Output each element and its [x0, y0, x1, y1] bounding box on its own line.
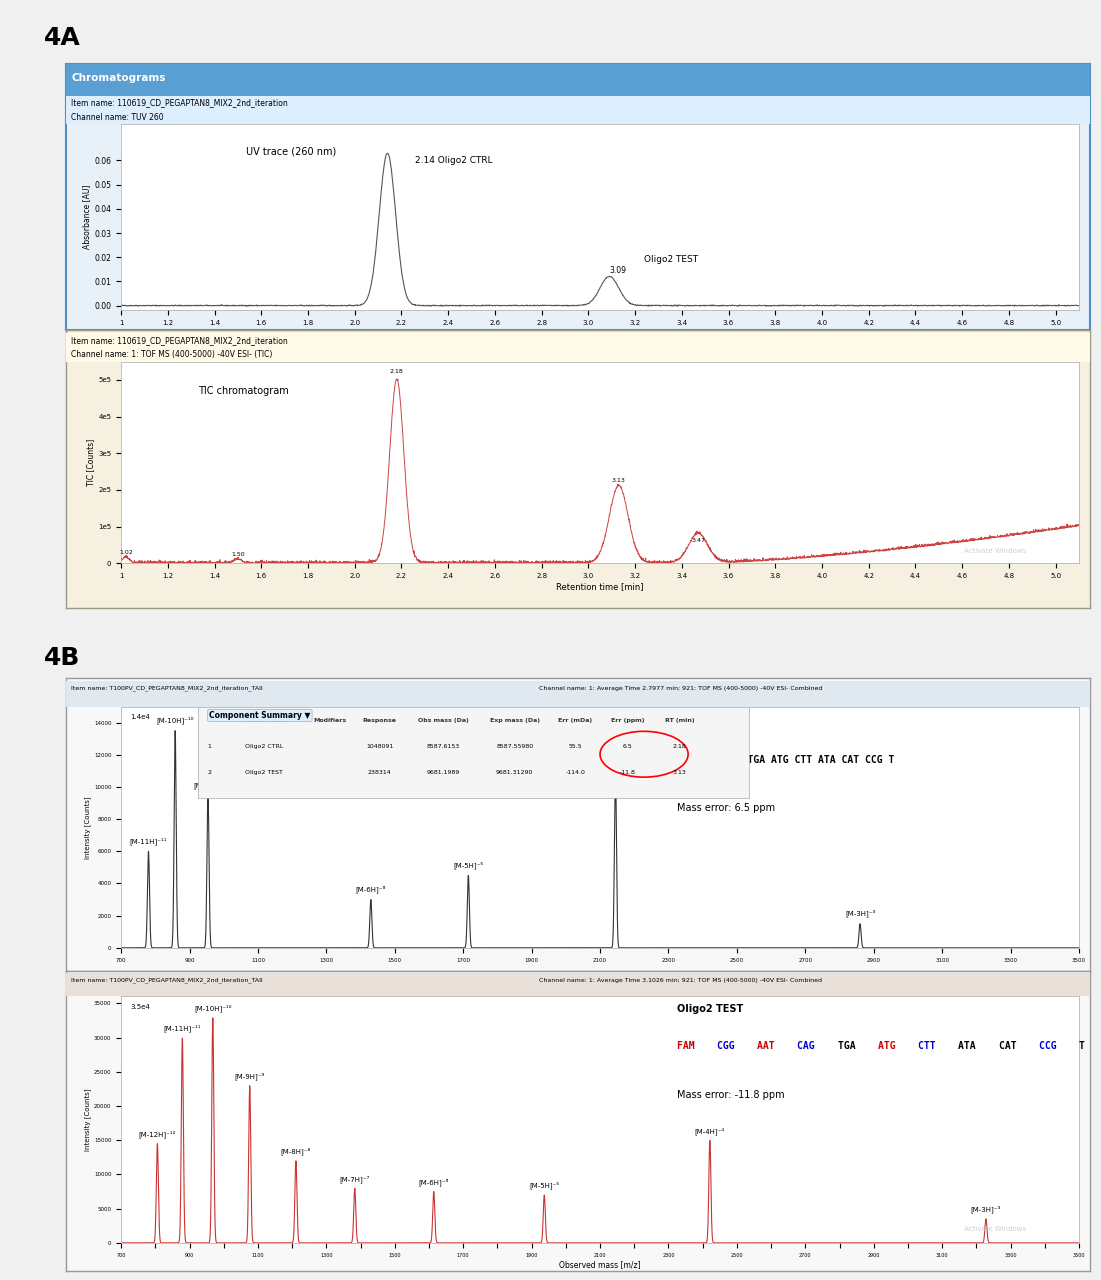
Text: [M-11H]⁻¹¹: [M-11H]⁻¹¹ — [130, 837, 167, 845]
Text: Oligo2 CTRL: Oligo2 CTRL — [677, 726, 743, 736]
Text: [M-3H]⁻³: [M-3H]⁻³ — [844, 910, 875, 918]
Text: Item name: T100PV_CD_PEGAPTAN8_MIX2_2nd_iteration_TAll: Item name: T100PV_CD_PEGAPTAN8_MIX2_2nd_… — [72, 686, 263, 691]
Text: [M-5H]⁻⁵: [M-5H]⁻⁵ — [530, 1181, 559, 1189]
Text: CGG: CGG — [717, 1041, 740, 1051]
Text: Channel name: 1: Average Time 2.7977 min; 921: TOF MS (400-5000) -40V ESI- Combi: Channel name: 1: Average Time 2.7977 min… — [538, 686, 822, 691]
Text: 1.02: 1.02 — [119, 549, 132, 554]
Text: Item name: 110619_CD_PEGAPTAN8_MIX2_2nd_iteration: Item name: 110619_CD_PEGAPTAN8_MIX2_2nd_… — [72, 335, 288, 346]
Text: 2.18: 2.18 — [390, 370, 404, 375]
Text: 2.18: 2.18 — [673, 744, 687, 749]
Text: Item name: T100PV_CD_PEGAPTAN8_MIX2_2nd_iteration_TAll: Item name: T100PV_CD_PEGAPTAN8_MIX2_2nd_… — [72, 978, 263, 983]
Y-axis label: Intensity [Counts]: Intensity [Counts] — [85, 796, 91, 859]
Text: -114.0: -114.0 — [565, 769, 586, 774]
Text: Mass error: 6.5 ppm: Mass error: 6.5 ppm — [677, 803, 775, 813]
Text: 1.50: 1.50 — [231, 552, 244, 557]
Text: TGA: TGA — [838, 1041, 861, 1051]
Text: 3.09: 3.09 — [609, 266, 626, 275]
Text: [M-5H]⁻⁵: [M-5H]⁻⁵ — [454, 861, 483, 869]
Text: 3.13: 3.13 — [673, 769, 687, 774]
Y-axis label: Absorbance [AU]: Absorbance [AU] — [83, 186, 91, 250]
Text: 9681.1989: 9681.1989 — [426, 769, 460, 774]
Text: 1: 1 — [207, 744, 211, 749]
Text: [M-10H]⁻¹⁰: [M-10H]⁻¹⁰ — [156, 717, 194, 724]
Y-axis label: TIC [Counts]: TIC [Counts] — [87, 439, 96, 486]
Text: CCG: CCG — [1038, 1041, 1062, 1051]
Text: [M-7H]⁻⁷: [M-7H]⁻⁷ — [339, 1175, 370, 1183]
Text: [M-4H]⁻⁴: [M-4H]⁻⁴ — [695, 1126, 724, 1135]
Text: Activate Windows: Activate Windows — [964, 1225, 1026, 1231]
Y-axis label: Intensity [Counts]: Intensity [Counts] — [85, 1088, 91, 1151]
Text: Item name: 110619_CD_PEGAPTAN8_MIX2_2nd_iteration: Item name: 110619_CD_PEGAPTAN8_MIX2_2nd_… — [72, 99, 288, 108]
Text: 3.5e4: 3.5e4 — [131, 1004, 151, 1010]
Text: Oligo2 TEST: Oligo2 TEST — [644, 256, 698, 265]
Text: Channel name: 1: Average Time 3.1026 min; 921: TOF MS (400-5000) -40V ESI- Combi: Channel name: 1: Average Time 3.1026 min… — [538, 978, 822, 983]
Text: Protein name: Protein name — [240, 718, 288, 723]
Text: 2.14 Oligo2 CTRL: 2.14 Oligo2 CTRL — [415, 156, 493, 165]
Text: ATA: ATA — [958, 1041, 982, 1051]
Text: [M-6H]⁻⁶: [M-6H]⁻⁶ — [356, 886, 386, 893]
Text: 8587.55980: 8587.55980 — [497, 744, 533, 749]
Text: [M-3H]⁻³: [M-3H]⁻³ — [971, 1206, 1001, 1213]
Text: ATG: ATG — [877, 1041, 902, 1051]
Text: [M-10H]⁻¹⁰: [M-10H]⁻¹⁰ — [194, 1004, 231, 1011]
Text: Mass error: -11.8 ppm: Mass error: -11.8 ppm — [677, 1091, 784, 1100]
Text: Obs mass (Da): Obs mass (Da) — [417, 718, 469, 723]
Text: 3.47: 3.47 — [691, 539, 705, 544]
Text: CAT: CAT — [999, 1041, 1022, 1051]
Text: 55.5: 55.5 — [568, 744, 582, 749]
X-axis label: Observed mass [m/z]: Observed mass [m/z] — [559, 1261, 641, 1270]
Text: Oligo2 TEST: Oligo2 TEST — [677, 1004, 743, 1014]
Text: [M-4H]⁻⁴: [M-4H]⁻⁴ — [600, 756, 631, 764]
Text: [M-12H]⁻¹²: [M-12H]⁻¹² — [139, 1130, 176, 1138]
Text: Oligo2 CTRL: Oligo2 CTRL — [246, 744, 283, 749]
Text: Component Summary ▼: Component Summary ▼ — [209, 712, 310, 721]
Text: -11.8: -11.8 — [620, 769, 635, 774]
Text: Err (ppm): Err (ppm) — [611, 718, 644, 723]
Text: CGG AAT CAG TGA ATG CTT ATA CAT CCG T: CGG AAT CAG TGA ATG CTT ATA CAT CCG T — [677, 755, 894, 765]
Text: Activate Windows: Activate Windows — [964, 548, 1026, 554]
Text: Chromatograms: Chromatograms — [72, 73, 165, 83]
Text: [M-8H]⁻⁸: [M-8H]⁻⁸ — [281, 1148, 312, 1156]
Text: CTT: CTT — [918, 1041, 941, 1051]
Text: [M-9H]⁻⁹: [M-9H]⁻⁹ — [235, 1073, 265, 1080]
Text: 9681.31290: 9681.31290 — [497, 769, 533, 774]
Text: [M-11H]⁻¹¹: [M-11H]⁻¹¹ — [164, 1024, 201, 1032]
Text: 6.5: 6.5 — [623, 744, 632, 749]
Text: 4A: 4A — [44, 26, 80, 50]
X-axis label: Retention time [min]: Retention time [min] — [556, 581, 644, 590]
Text: RT (min): RT (min) — [665, 718, 695, 723]
Text: Err (mDa): Err (mDa) — [558, 718, 592, 723]
Text: Oligo2 TEST: Oligo2 TEST — [246, 769, 283, 774]
Text: Exp mass (Da): Exp mass (Da) — [490, 718, 539, 723]
Text: 1.4e4: 1.4e4 — [131, 714, 151, 719]
Text: 1048091: 1048091 — [367, 744, 393, 749]
Text: UV trace (260 nm): UV trace (260 nm) — [246, 146, 336, 156]
Text: CAG: CAG — [797, 1041, 821, 1051]
Text: Channel name: TUV 260: Channel name: TUV 260 — [72, 113, 164, 122]
Text: AAT: AAT — [757, 1041, 781, 1051]
Text: 3.13: 3.13 — [612, 477, 625, 483]
Text: 238314: 238314 — [368, 769, 392, 774]
Text: [M-9H]⁻⁹: [M-9H]⁻⁹ — [193, 781, 224, 788]
Text: Response: Response — [363, 718, 396, 723]
Text: 8587.6153: 8587.6153 — [426, 744, 460, 749]
Text: Channel name: 1: TOF MS (400-5000) -40V ESI- (TIC): Channel name: 1: TOF MS (400-5000) -40V … — [72, 349, 273, 360]
Text: Modifiers: Modifiers — [314, 718, 347, 723]
Text: TIC chromatogram: TIC chromatogram — [198, 385, 288, 396]
Text: [M-6H]⁻⁶: [M-6H]⁻⁶ — [418, 1179, 449, 1187]
Text: 2: 2 — [207, 769, 211, 774]
Text: FAM: FAM — [677, 1041, 700, 1051]
Text: 4B: 4B — [44, 646, 80, 671]
Text: T: T — [1079, 1041, 1084, 1051]
